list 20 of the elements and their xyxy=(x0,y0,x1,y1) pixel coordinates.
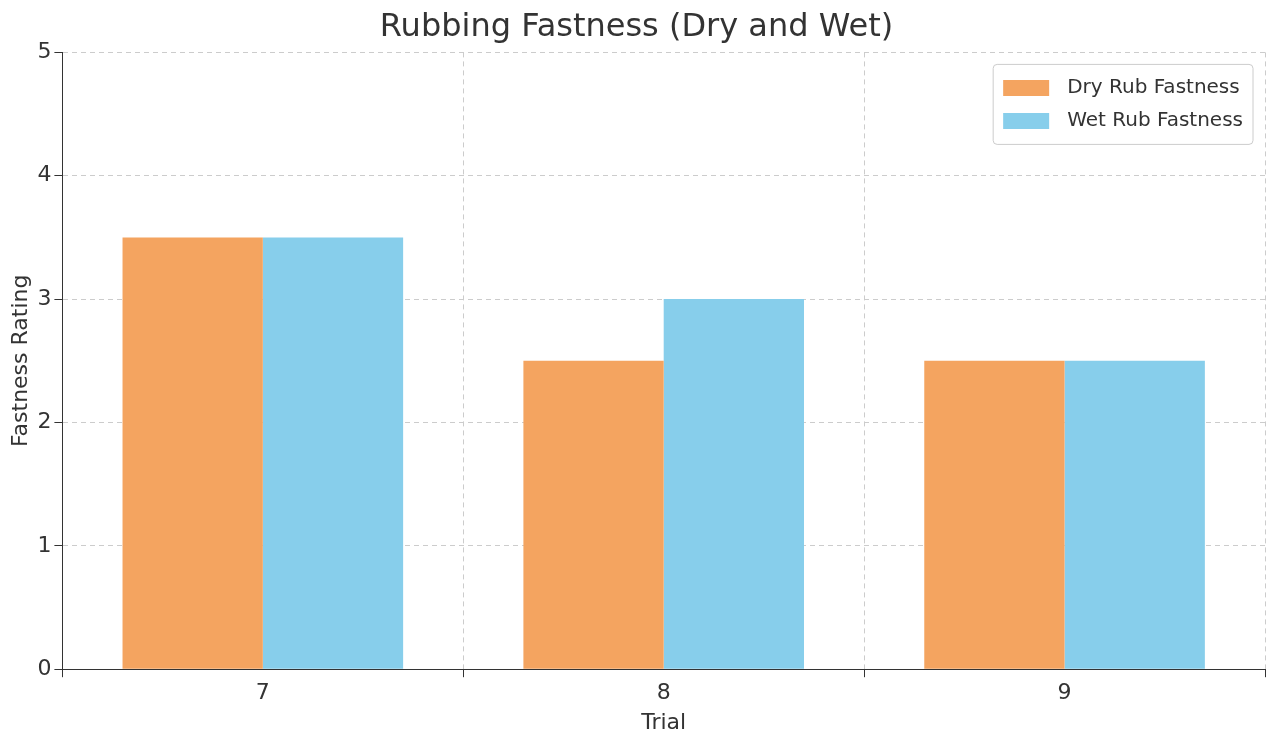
legend-label: Dry Rub Fastness xyxy=(1067,74,1240,99)
x-tick-label: 8 xyxy=(656,679,671,705)
x-tick-label: 7 xyxy=(255,679,270,705)
y-tick-label: 5 xyxy=(37,38,52,64)
bar xyxy=(262,237,404,669)
y-tick-label: 0 xyxy=(37,654,52,680)
legend-label: Wet Rub Fastness xyxy=(1067,107,1243,132)
bar xyxy=(663,299,804,669)
y-tick-label: 4 xyxy=(37,161,52,187)
y-tick-label: 2 xyxy=(37,408,52,434)
bar xyxy=(523,360,664,669)
x-tick-label: 9 xyxy=(1057,679,1072,705)
bar xyxy=(924,360,1065,669)
y-axis-title: Fastness Rating xyxy=(6,274,32,448)
y-tick-label: 1 xyxy=(37,531,52,557)
bar xyxy=(122,237,263,669)
chart-title: Rubbing Fastness (Dry and Wet) xyxy=(379,5,894,44)
x-axis-title: Trial xyxy=(640,708,687,734)
y-tick-label: 3 xyxy=(37,284,52,310)
bar xyxy=(1064,360,1205,669)
